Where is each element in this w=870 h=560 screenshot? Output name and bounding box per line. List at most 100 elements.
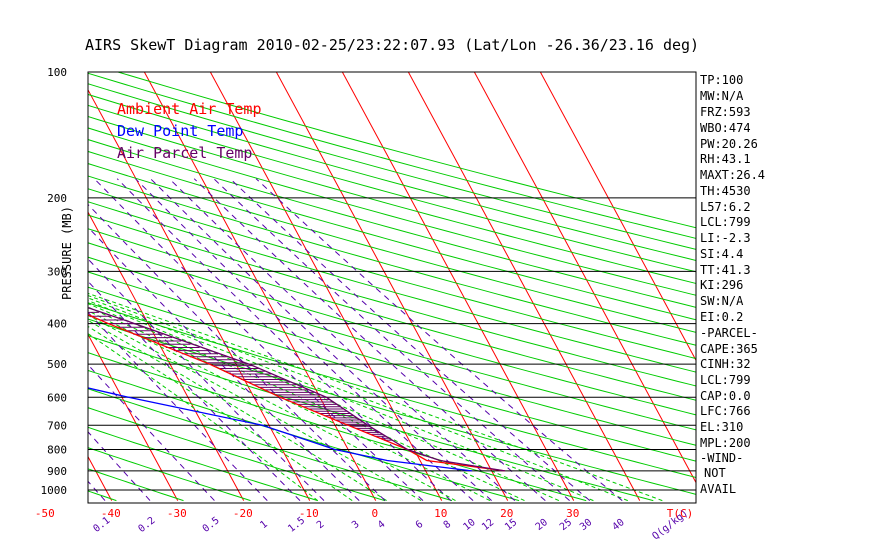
moist-adiabat-line: [88, 319, 387, 502]
pressure-tick-label: 300: [47, 265, 67, 278]
stat-cap: CAP:0.0: [700, 389, 751, 403]
series-layer: [88, 307, 506, 472]
pressure-tick-label: 1000: [41, 484, 68, 497]
dry-adiabat-line: [88, 83, 696, 250]
bottom-temp-tick-label: -50: [35, 507, 55, 520]
bottom-temp-tick-label: -30: [167, 507, 187, 520]
pressure-tick-label: 100: [47, 66, 67, 79]
moist-adiabat-line: [88, 314, 422, 502]
isotherm-line: [88, 211, 245, 501]
stat-tp: TP:100: [700, 73, 744, 87]
moist-adiabat-line: [88, 297, 594, 502]
dry-adiabat-line: [88, 335, 654, 502]
moist-adiabat-line: [88, 325, 353, 502]
bottom-temp-tick-label: T(C): [667, 507, 694, 520]
stat-cinh: CINH:32: [700, 357, 751, 371]
stat-sw: SW:N/A: [700, 294, 744, 308]
y-axis-label: PRESSURE (MB): [60, 206, 74, 300]
stat-si: SI:4.4: [700, 247, 744, 261]
isotherm-line: [473, 72, 696, 484]
stat-wind-header: -WIND-: [700, 451, 744, 465]
mixing-ratio-label: 8: [442, 519, 454, 531]
mixing-ratio-line: [88, 203, 386, 501]
bottom-temp-tick-label: 30: [566, 507, 579, 520]
mixing-ratio-line: [229, 178, 591, 501]
dry-adiabat-line: [88, 286, 696, 462]
stat-li: LI:-2.3: [700, 231, 751, 245]
dry-adiabat-line: [88, 228, 696, 401]
chart-title: AIRS SkewT Diagram 2010-02-25/23:22:07.9…: [85, 36, 700, 54]
mixing-ratio-label: 3: [350, 519, 362, 531]
bottom-temp-tick-label: 10: [434, 507, 447, 520]
stat-tt: TT:41.3: [700, 263, 751, 277]
stat-pw: PW:20.26: [700, 137, 758, 151]
pressure-tick-label: 200: [47, 192, 67, 205]
stat-wind-not: NOT: [704, 466, 726, 480]
bottom-temp-tick-label: 20: [500, 507, 513, 520]
stat-cape: CAPE:365: [700, 342, 758, 356]
dry-adiabat-line: [88, 175, 696, 346]
mixing-ratio-label: 6: [414, 519, 426, 531]
stat-lcl: LCL:799: [700, 215, 751, 229]
pressure-tick-label: 700: [47, 419, 67, 432]
moist-adiabat-line: [88, 292, 663, 502]
dry-adiabat-line: [88, 271, 696, 446]
stat-wbo: WBO:474: [700, 121, 751, 135]
mixing-ratio-line: [150, 178, 492, 501]
dry-adiabat-line: [88, 163, 696, 333]
stat-el: EL:310: [700, 420, 744, 434]
isotherm-line: [407, 72, 641, 501]
mixing-ratio-line: [168, 178, 516, 501]
mixing-ratio-label: 0.5: [201, 515, 222, 535]
bottom-temp-tick-label: -10: [299, 507, 319, 520]
isotherm-line: [341, 72, 575, 501]
legend-ambient-air-temp: Ambient Air Temp: [117, 100, 262, 118]
stat-mw: MW:N/A: [700, 89, 744, 103]
mixing-ratio-line: [193, 178, 546, 501]
dry-adiabat-line: [88, 150, 696, 321]
mixing-ratio-label: 30: [578, 517, 594, 533]
dry-adiabat-line: [88, 139, 696, 308]
stat-parcel-lcl: LCL:799: [700, 373, 751, 387]
air-parcel-temp-line: [88, 307, 506, 472]
pressure-tick-label: 400: [47, 318, 67, 331]
stat-l57: L57:6.2: [700, 200, 751, 214]
moist-adiabat-line: [88, 306, 491, 502]
mixing-ratio-line: [116, 178, 452, 501]
plot-frame: [87, 71, 697, 504]
mixing-ratio-line: [88, 226, 360, 501]
moist-adiabat-line: [88, 295, 628, 502]
dry-adiabat-line: [88, 127, 696, 296]
moist-adiabat-line: [88, 333, 319, 501]
stat-ki: KI:296: [700, 278, 744, 292]
mixing-ratio-line: [88, 364, 215, 501]
bottom-temp-tick-label: 0: [371, 507, 378, 520]
stat-th: TH:4530: [700, 184, 751, 198]
mixing-ratio-label: 12: [480, 517, 496, 533]
dry-adiabat-line: [88, 201, 696, 373]
stat-lfc: LFC:766: [700, 404, 751, 418]
moist-adiabat-line: [88, 303, 525, 502]
ambient-air-temp-line: [88, 314, 505, 472]
mixing-ratio-line: [88, 280, 301, 501]
isotherm-line: [143, 72, 377, 501]
dry-adiabat-line: [88, 490, 117, 502]
stat-mpl: MPL:200: [700, 436, 751, 450]
isotherm-line: [88, 455, 113, 501]
dry-adiabat-line: [88, 115, 696, 284]
mixing-ratio-line: [88, 258, 325, 501]
stat-maxt: MAXT:26.4: [700, 168, 766, 182]
mixing-ratio-label: 40: [610, 517, 626, 533]
stat-wind-avail: AVAIL: [700, 482, 737, 496]
dry-adiabat-line: [88, 256, 696, 431]
mixing-ratio-line: [88, 311, 268, 501]
legend-dew-point-temp: Dew Point Temp: [117, 122, 244, 140]
isotherm-line: [275, 72, 509, 501]
mixing-ratio-label: 10: [462, 517, 478, 533]
stat-rh: RH:43.1: [700, 152, 751, 166]
dry-adiabat-line: [88, 93, 696, 261]
bottom-temp-tick-label: -40: [101, 507, 121, 520]
dry-adiabat-line: [88, 242, 696, 416]
mixing-ratio-label: 1: [258, 519, 270, 531]
